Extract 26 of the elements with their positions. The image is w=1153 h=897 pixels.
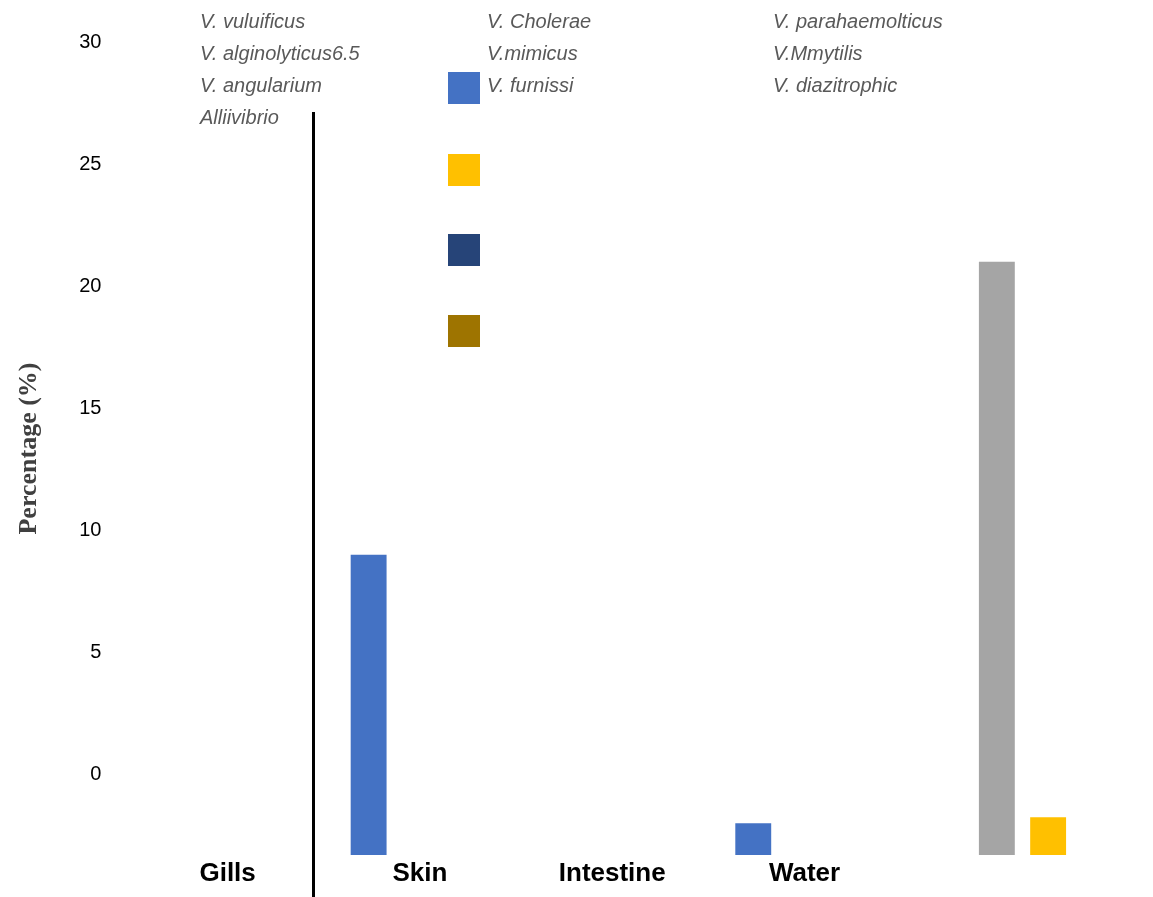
annotation: V. furnissi [487,74,574,97]
text: V. parahaemolticus [773,10,943,33]
y-tick-label: 25 [79,151,102,174]
bar [978,261,1015,855]
bar [735,823,772,855]
annotation: Alliivibrio [200,106,279,129]
annotation: V.Mmytilis [773,42,863,65]
annotation: V. angularium [200,74,322,97]
y-tick-label: 0 [90,761,102,784]
bar [1030,817,1067,855]
x-tick-label: Gills [199,856,256,887]
annotation: V. diazitrophic [773,74,898,97]
y-tick-label: 20 [79,273,102,296]
annotation: V. alginolyticus6.5 [200,42,360,65]
y-axis-title: Percentage (%) [13,362,43,535]
text: V. vuluificus [200,10,306,33]
y-tick-label: 10 [79,517,102,540]
x-tick-label: Intestine [558,856,666,887]
y-tick-label: 5 [90,639,102,662]
bar [350,554,387,855]
y-tick-label: 30 [79,29,102,52]
x-tick-label: Water [768,856,841,887]
y-tick-label: 15 [79,395,102,418]
x-tick-label: Skin [392,856,448,887]
text: V. Cholerae [487,10,592,33]
annotation: V.mimicus [487,42,578,65]
